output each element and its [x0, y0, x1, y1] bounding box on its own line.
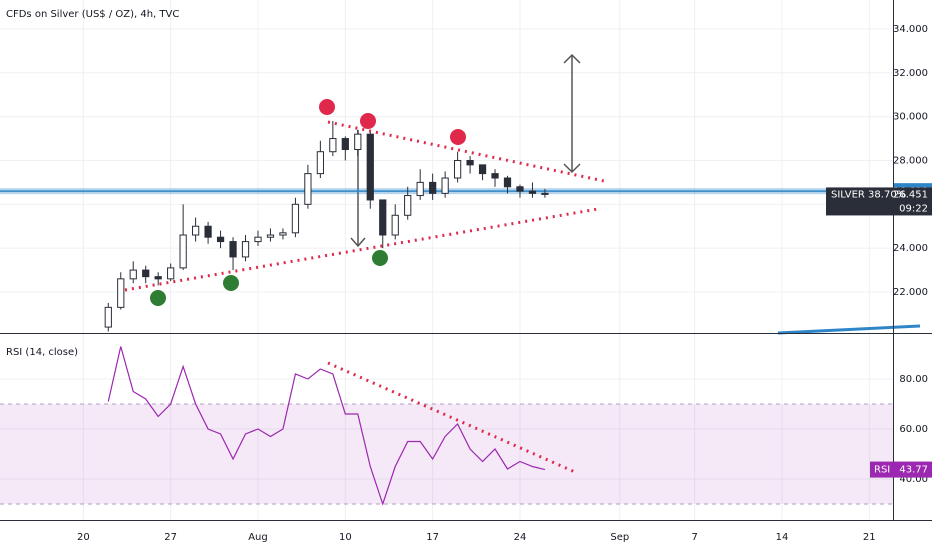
candle-body — [416, 181, 424, 197]
buy-marker — [223, 275, 239, 291]
candle-body — [491, 173, 499, 179]
candle-body — [366, 133, 374, 201]
symbol-label: SILVER 38.70% — [831, 189, 906, 200]
y-tick-label: 34.000 — [893, 24, 928, 35]
candle-body — [216, 236, 225, 243]
y-tick-label: 22.000 — [893, 287, 928, 298]
candle-body — [254, 236, 262, 243]
rsi-trendline — [327, 361, 576, 474]
rsi-name: RSI — [874, 465, 890, 476]
y-tick-label: 28.000 — [893, 155, 928, 166]
candle-body — [191, 225, 200, 236]
markers — [150, 99, 466, 306]
chart-title: CFDs on Silver (US$ / OZ), 4h, TVC — [6, 9, 179, 20]
candle-body — [478, 164, 487, 175]
y-tick-label: 80.00 — [899, 374, 928, 385]
rsi-band — [0, 403, 893, 505]
candle-body — [503, 177, 512, 188]
candle-body — [541, 192, 549, 195]
candle-body — [154, 276, 162, 280]
candle-body — [204, 225, 212, 238]
y-tick-label: 24.000 — [893, 243, 928, 254]
sell-marker — [450, 129, 466, 145]
y-tick-label: 60.00 — [899, 424, 928, 435]
candle-body — [429, 181, 437, 194]
candle-body — [291, 203, 300, 234]
x-tick-label: 17 — [426, 532, 439, 543]
candle-body — [516, 186, 524, 192]
candle-body — [341, 138, 349, 151]
countdown: 09:22 — [899, 203, 928, 214]
candle-body — [117, 278, 125, 308]
x-tick-label: 21 — [863, 532, 876, 543]
candle-body — [167, 267, 175, 280]
candle-body — [266, 234, 275, 238]
grid — [0, 0, 893, 520]
candle-body — [304, 173, 312, 205]
last-price-tag — [826, 187, 932, 216]
candle-body — [129, 269, 137, 280]
sell-marker — [360, 113, 376, 129]
x-tick-label: Aug — [248, 532, 268, 543]
candle-body — [391, 214, 399, 236]
y-tick-label: 40.00 — [899, 474, 928, 485]
candle-body — [441, 177, 449, 194]
support-trendline — [124, 207, 599, 292]
drawings — [124, 53, 921, 474]
arrow-head — [563, 53, 581, 64]
rsi-title: RSI (14, close) — [6, 347, 78, 358]
candle-body — [404, 195, 412, 216]
rsi-band-fill — [0, 404, 893, 504]
buy-marker — [150, 290, 166, 306]
x-tick-label: Sep — [610, 532, 629, 543]
candle-body — [229, 241, 237, 258]
candle-body — [241, 241, 250, 258]
y-tick-label: 32.000 — [893, 68, 928, 79]
x-tick-label: 14 — [776, 532, 789, 543]
x-tick-label: 10 — [339, 532, 352, 543]
arrow-head — [563, 163, 581, 174]
candle-body — [354, 133, 362, 151]
x-tick-label: 20 — [77, 532, 90, 543]
arrow-head — [350, 237, 366, 248]
buy-marker — [372, 250, 388, 266]
resistance-trendline — [327, 120, 605, 183]
rsi-tag — [870, 461, 932, 478]
x-tick-label: 27 — [164, 532, 177, 543]
candle-body — [179, 234, 187, 269]
candle-body — [329, 138, 337, 153]
x-tick-label: 7 — [691, 532, 697, 543]
candle-body — [453, 159, 462, 179]
candle-body — [104, 306, 112, 328]
candle-body — [316, 151, 324, 175]
candle-body — [279, 232, 287, 236]
candle-body — [528, 190, 537, 194]
y-tick-label: 30.000 — [893, 112, 928, 123]
rsi-value-label: 43.77 — [899, 465, 928, 476]
sell-marker — [319, 99, 335, 115]
candle-body — [142, 269, 150, 278]
rsi-line — [107, 346, 546, 506]
x-tick-label: 24 — [514, 532, 527, 543]
blue-line — [777, 324, 921, 335]
candle-body — [466, 159, 474, 166]
last-price-label: 26.451 — [893, 189, 928, 200]
candle-body — [379, 199, 387, 236]
